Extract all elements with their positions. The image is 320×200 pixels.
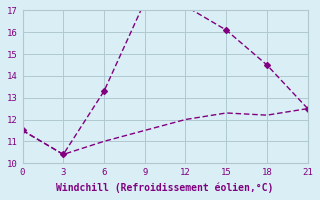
- X-axis label: Windchill (Refroidissement éolien,°C): Windchill (Refroidissement éolien,°C): [56, 183, 274, 193]
